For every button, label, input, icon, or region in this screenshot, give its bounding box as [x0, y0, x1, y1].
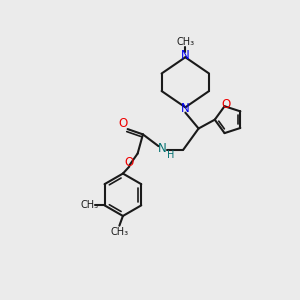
Text: N: N	[181, 102, 190, 115]
Text: CH₃: CH₃	[176, 37, 194, 46]
Text: CH₃: CH₃	[110, 226, 128, 237]
Text: O: O	[125, 157, 134, 169]
Text: H: H	[167, 150, 174, 160]
Text: CH₃: CH₃	[81, 200, 99, 210]
Text: O: O	[118, 117, 128, 130]
Text: N: N	[181, 49, 190, 62]
Text: O: O	[222, 98, 231, 111]
Text: N: N	[158, 142, 167, 155]
